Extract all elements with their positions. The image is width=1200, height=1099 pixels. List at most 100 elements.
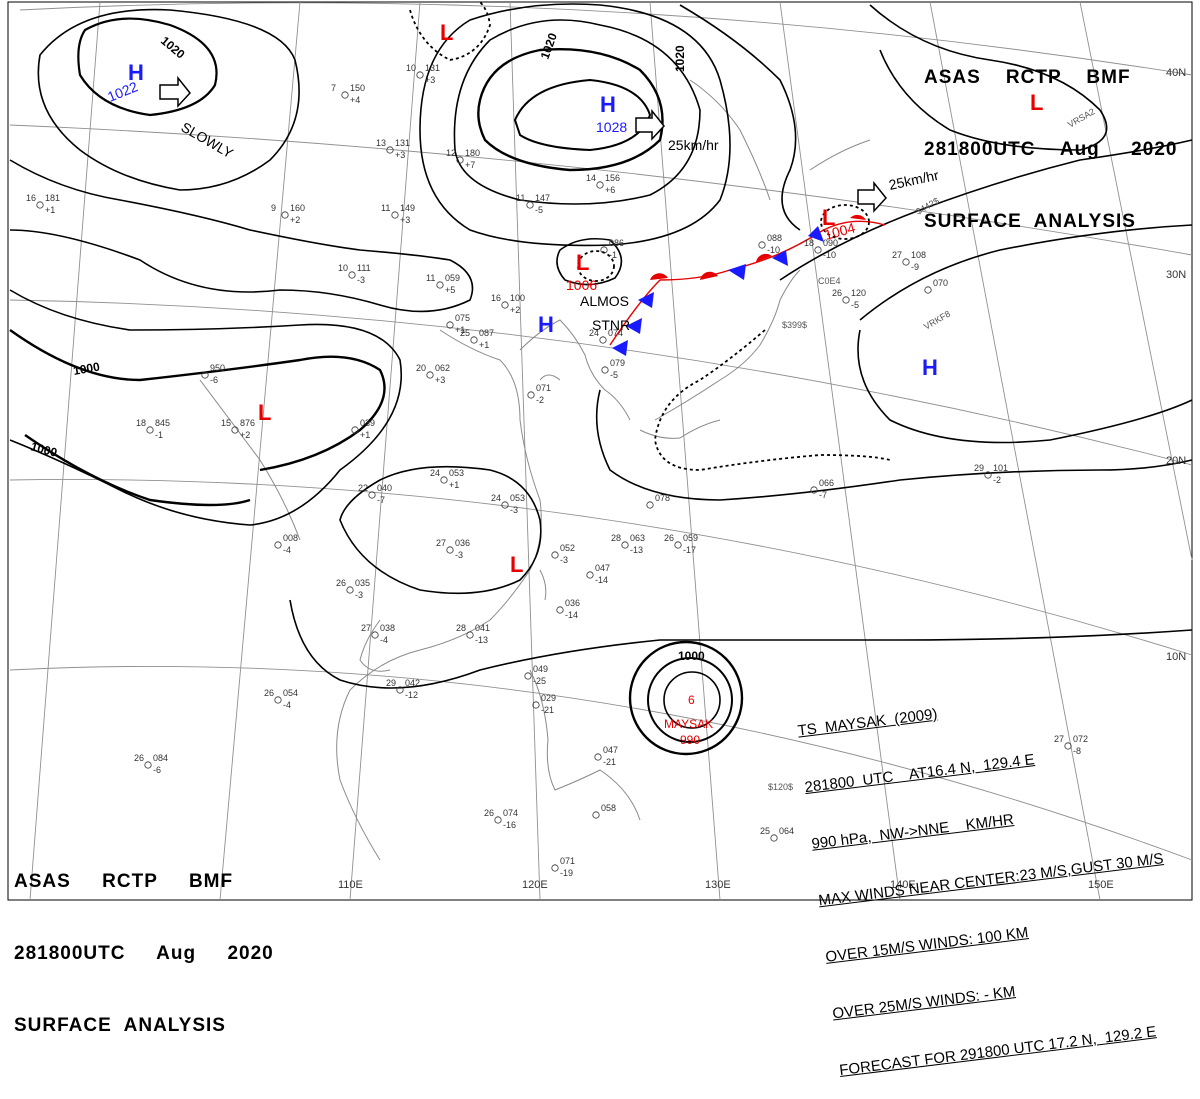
station-circle-icon bbox=[396, 686, 404, 694]
stationary-front bbox=[609, 214, 886, 356]
station-tendency: +1 bbox=[449, 480, 459, 490]
station-pressure: 108 bbox=[911, 250, 926, 260]
station-tendency: -6 bbox=[153, 765, 161, 775]
storm-info-line: FORECAST FOR 291800 UTC 17.2 N, 129.2 E bbox=[838, 1023, 1158, 1080]
station-temperature: 26 bbox=[336, 578, 346, 588]
coastlines bbox=[199, 79, 871, 861]
lon-line-160e bbox=[1079, 1, 1193, 561]
station-pressure: 062 bbox=[435, 363, 450, 373]
station-pressure: 070 bbox=[933, 278, 948, 288]
station-tendency: -21 bbox=[541, 705, 554, 715]
station-plot: 070 bbox=[924, 278, 948, 294]
station-tendency: +2 bbox=[510, 305, 520, 315]
cold-front-triangle bbox=[638, 292, 654, 308]
low-note-line2: STNR bbox=[592, 317, 630, 333]
high-pressure-value: 1022 bbox=[105, 78, 140, 105]
station-circle-icon bbox=[368, 491, 376, 499]
station-plot: 047-21 bbox=[594, 745, 618, 767]
station-plot: 075+1 bbox=[446, 313, 470, 335]
station-temperature: 26 bbox=[484, 808, 494, 818]
hokkaido-coast bbox=[809, 139, 871, 171]
station-tendency: +3 bbox=[435, 375, 445, 385]
station-plot: 7 150 +4 bbox=[331, 83, 365, 105]
station-tendency: -2 bbox=[993, 475, 1001, 485]
weather-map: H H L L L L L L H H 1022 SLOWLY 1028 25k… bbox=[7, 1, 1193, 901]
station-plot: 14 156 +6 bbox=[586, 173, 620, 195]
ship-label: $399$ bbox=[782, 320, 807, 330]
station-circle-icon bbox=[551, 864, 559, 872]
station-pressure: 072 bbox=[1073, 734, 1088, 744]
station-temperature: 27 bbox=[892, 250, 902, 260]
station-circle-icon bbox=[810, 486, 818, 494]
station-temperature: 15 bbox=[221, 418, 231, 428]
header-line: 281800UTC Aug 2020 bbox=[924, 139, 1178, 160]
station-plot: 029-21 bbox=[532, 693, 556, 715]
isobar-1020-ne bbox=[453, 19, 701, 205]
cold-front-triangle bbox=[612, 340, 628, 356]
station-pressure: 845 bbox=[155, 418, 170, 428]
storm-info-line: 990 hPa, NW->NNE KM/HR bbox=[810, 811, 1015, 853]
lat-label: 20N bbox=[1166, 455, 1186, 467]
station-plot: 24 053 -3 bbox=[491, 493, 525, 515]
station-plots: 16 181 +1 9 160 +2 11 149 +3 13 131 +3 12 180 +7 7 150 +4… bbox=[26, 63, 1088, 878]
lon-line-110e bbox=[349, 1, 421, 901]
trough-line bbox=[654, 329, 891, 471]
station-circle-icon bbox=[601, 366, 609, 374]
station-temperature: 14 bbox=[586, 173, 596, 183]
station-plot: 29 101 -2 bbox=[974, 463, 1008, 485]
station-temperature: 25 bbox=[460, 328, 470, 338]
station-circle-icon bbox=[532, 701, 540, 709]
low-center-label: L bbox=[440, 20, 453, 45]
station-tendency: -3 bbox=[510, 505, 518, 515]
station-circle-icon bbox=[596, 181, 604, 189]
station-pressure: 087 bbox=[479, 328, 494, 338]
station-plot: 24 074 bbox=[589, 328, 623, 344]
station-circle-icon bbox=[274, 696, 282, 704]
station-circle-icon bbox=[586, 571, 594, 579]
station-pressure: 150 bbox=[350, 83, 365, 93]
station-plot: 13 131 +3 bbox=[376, 138, 410, 160]
station-circle-icon bbox=[391, 211, 399, 219]
header-line: ASAS RCTP BMF bbox=[14, 871, 234, 892]
station-circle-icon bbox=[456, 156, 464, 164]
isobar-1020-nw bbox=[77, 17, 218, 117]
station-circle-icon bbox=[494, 816, 502, 824]
lon-label: 110E bbox=[338, 879, 363, 891]
station-circle-icon bbox=[144, 761, 152, 769]
station-circle-icon bbox=[341, 91, 349, 99]
station-plot: 052-3 bbox=[551, 543, 575, 565]
low-center-label: L bbox=[258, 400, 271, 425]
isobar-1000-typhoon bbox=[628, 640, 744, 756]
arrow-icon bbox=[857, 180, 887, 213]
high-center-label: H bbox=[600, 92, 616, 117]
station-pressure: 054 bbox=[283, 688, 298, 698]
station-plot: 079-5 bbox=[601, 358, 625, 380]
station-circle-icon bbox=[646, 501, 654, 509]
station-tendency: -9 bbox=[911, 262, 919, 272]
station-temperature: 10 bbox=[406, 63, 416, 73]
lat-line-20n bbox=[9, 479, 1193, 656]
station-pressure: 029 bbox=[541, 693, 556, 703]
station-tendency: -16 bbox=[503, 820, 516, 830]
station-temperature: 29 bbox=[386, 678, 396, 688]
station-pressure: 039 bbox=[360, 418, 375, 428]
station-pressure: 075 bbox=[455, 313, 470, 323]
station-pressure: 036 bbox=[455, 538, 470, 548]
station-pressure: 120 bbox=[851, 288, 866, 298]
station-pressure: 071 bbox=[536, 383, 551, 393]
station-tendency: -7 bbox=[377, 495, 385, 505]
station-temperature: 27 bbox=[1054, 734, 1064, 744]
station-plot: 10 111 -3 bbox=[338, 263, 371, 285]
lon-line-105e bbox=[219, 1, 301, 901]
station-tendency: -3 bbox=[355, 590, 363, 600]
isobar-1012-japan bbox=[679, 4, 801, 231]
station-pressure: 047 bbox=[595, 563, 610, 573]
station-tendency: +2 bbox=[290, 215, 300, 225]
dashed-isobar-north-low bbox=[409, 1, 491, 61]
motion-arrows bbox=[159, 75, 887, 213]
high-pressure-value: 1028 bbox=[596, 119, 627, 135]
station-pressure: 876 bbox=[240, 418, 255, 428]
station-plot: 26 054 -4 bbox=[264, 688, 298, 710]
station-circle-icon bbox=[1064, 742, 1072, 750]
station-pressure: 074 bbox=[503, 808, 518, 818]
